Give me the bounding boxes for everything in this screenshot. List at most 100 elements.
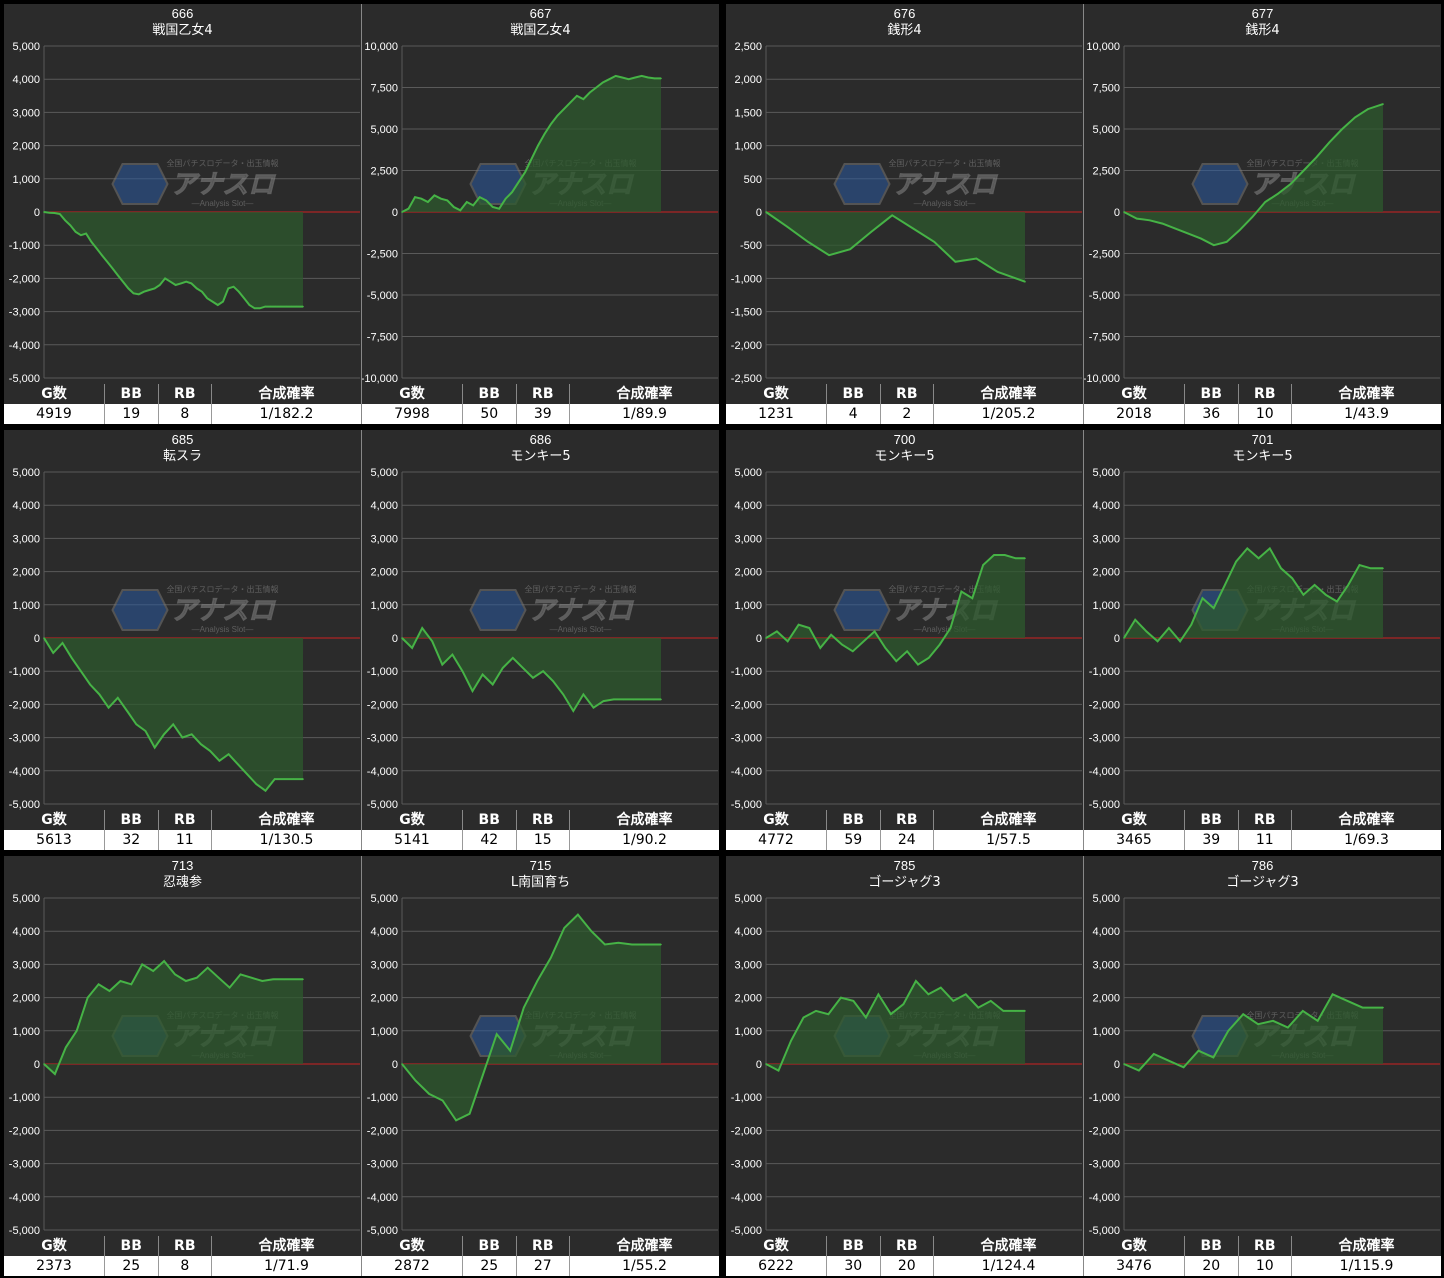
data-point <box>952 1000 955 1002</box>
value-bb: 30 <box>825 1256 880 1276</box>
watermark-text: アナスロ <box>893 170 998 200</box>
y-tick-label: 5,000 <box>1092 893 1120 905</box>
data-point <box>1257 1023 1259 1025</box>
data-point <box>468 1113 471 1115</box>
data-point <box>143 290 145 293</box>
header-combined-prob: 合成確率 <box>933 384 1083 404</box>
y-tick-label: 4,000 <box>734 926 762 938</box>
y-tick-label: -2,000 <box>9 273 40 285</box>
value-combined-prob: 1/69.3 <box>1291 830 1441 850</box>
data-point <box>1145 630 1148 633</box>
header-games: G数 <box>41 812 67 828</box>
y-tick-label: 5,000 <box>734 893 762 905</box>
machine-panel-666: 666 戦国乙女4 -5,000 -4,000 -3,000 -2,000 -1,000 0 1… <box>4 4 361 424</box>
data-point <box>1123 1063 1125 1065</box>
y-tick-label: 1,000 <box>12 174 40 186</box>
series-line <box>1123 993 1383 1072</box>
machine-name: 戦国乙女4 <box>510 22 570 38</box>
y-tick-label: 0 <box>756 633 762 645</box>
y-tick-label: 0 <box>1114 1059 1120 1071</box>
data-point <box>765 211 767 213</box>
data-point <box>97 983 100 986</box>
y-tick-label: -5,000 <box>367 799 398 810</box>
data-point <box>211 300 214 303</box>
data-point <box>98 693 101 696</box>
watermark-logo: アナスロ 全国パチスロデータ・出玉情報 ―Analysis Slot― <box>469 584 637 634</box>
data-point <box>1224 584 1226 586</box>
y-tick-label: 0 <box>392 207 398 219</box>
data-point <box>511 191 513 193</box>
header-rb: RB <box>515 1236 570 1256</box>
header-games: G数 <box>399 812 425 828</box>
value-rb: 24 <box>879 830 934 850</box>
machine-number: 701 <box>1252 432 1274 447</box>
data-point <box>617 942 620 944</box>
data-point <box>786 225 788 228</box>
data-point <box>218 760 221 762</box>
stats-value-row: 1231 4 2 1/205.2 <box>726 404 1083 424</box>
value-bb: 32 <box>103 830 158 850</box>
stats-table: G数 BB RB 合成確率 2018 36 10 1/43.9 <box>1084 384 1441 424</box>
stats-value-row: 6222 30 20 1/124.4 <box>726 1256 1083 1276</box>
y-tick-label: 2,000 <box>734 567 762 579</box>
y-tick-label: 2,500 <box>1092 166 1120 178</box>
data-point <box>1302 1010 1304 1012</box>
data-point <box>928 657 930 659</box>
data-point <box>491 206 494 208</box>
stats-table: G数 BB RB 合成確率 3476 20 10 1/115.9 <box>1084 1236 1441 1276</box>
data-point <box>459 209 462 212</box>
data-point <box>43 211 45 213</box>
header-rb: RB <box>879 384 934 404</box>
machine-panel-713: 713 忍魂参 -5,000 -4,000 -3,000 -2,000 -1,000 0 1,0… <box>4 856 361 1276</box>
data-point <box>64 219 66 222</box>
data-point <box>172 723 174 726</box>
data-point <box>828 254 830 256</box>
machine-panel-786: 786 ゴージャグ3 -5,000 -4,000 -3,000 -2,000 -1,000 0… <box>1083 856 1441 1276</box>
data-point <box>209 750 211 752</box>
data-point <box>940 986 942 989</box>
y-tick-label: 7,500 <box>1092 83 1120 95</box>
y-tick-label: 2,000 <box>734 993 762 1005</box>
y-tick-label: -2,000 <box>1089 699 1120 711</box>
y-tick-label: 5,000 <box>370 893 398 905</box>
data-point <box>491 683 494 686</box>
y-tick-label: -2,500 <box>367 249 398 261</box>
data-point <box>174 284 177 286</box>
y-tick-label: -4,000 <box>9 340 40 352</box>
data-point <box>238 290 240 293</box>
y-tick-label: 3,000 <box>12 533 40 545</box>
data-point <box>164 277 166 280</box>
header-bb: BB <box>825 1236 880 1256</box>
data-point <box>1024 1010 1026 1012</box>
y-tick-label: 4,000 <box>12 74 40 86</box>
header-combined-prob: 合成確率 <box>211 384 361 404</box>
y-tick-label: -2,000 <box>367 1125 398 1137</box>
y-tick-label: -1,000 <box>731 1092 762 1104</box>
y-tick-label: 0 <box>392 633 398 645</box>
data-point <box>431 640 433 643</box>
data-point <box>285 305 288 308</box>
value-rb: 39 <box>515 404 570 424</box>
stats-table: G数 BB RB 合成確率 4919 19 8 1/182.2 <box>4 384 361 424</box>
machine-number: 713 <box>172 858 194 873</box>
data-point <box>1024 557 1026 560</box>
series-line <box>765 979 1025 1072</box>
y-tick-label: 3,000 <box>12 107 40 119</box>
stats-header-row: G数 BB RB 合成確率 <box>4 1236 361 1256</box>
y-tick-label: 1,000 <box>734 1026 762 1038</box>
value-games: 4919 <box>36 406 72 422</box>
y-tick-label: -5,000 <box>9 1225 40 1236</box>
data-point <box>602 81 604 84</box>
data-point <box>1358 564 1361 566</box>
value-games: 5613 <box>36 832 72 848</box>
value-rb: 10 <box>1237 1256 1292 1276</box>
data-point <box>441 663 444 666</box>
data-point <box>485 199 487 202</box>
stats-header-row: G数 BB RB 合成確率 <box>362 810 719 830</box>
value-games: 7998 <box>394 406 430 422</box>
y-tick-label: 5,000 <box>12 893 40 905</box>
data-point <box>106 261 108 263</box>
value-combined-prob: 1/89.9 <box>569 404 719 424</box>
value-rb: 27 <box>515 1256 570 1276</box>
